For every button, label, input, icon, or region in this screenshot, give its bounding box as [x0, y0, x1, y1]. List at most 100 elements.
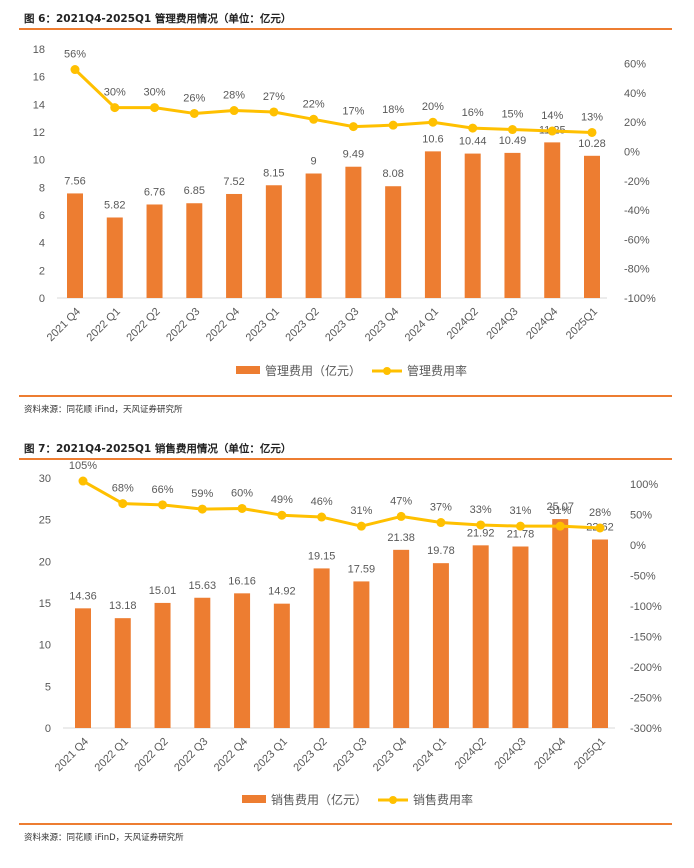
- y2-axis-tick-label: 40%: [624, 88, 646, 100]
- bar: [146, 204, 163, 298]
- y-axis-tick-label: 6: [39, 210, 45, 222]
- legend-bar-swatch: [242, 795, 266, 803]
- rate-data-label: 31%: [549, 505, 571, 517]
- bar: [424, 151, 441, 298]
- y2-axis-tick-label: -80%: [624, 264, 650, 276]
- figure-7-source: 资料来源：同花顺 iFinD，天风证券研究所: [24, 833, 184, 843]
- bar: [186, 203, 203, 298]
- rate-data-label: 20%: [422, 101, 444, 113]
- rate-data-label: 31%: [509, 505, 531, 517]
- y2-axis-tick-label: -60%: [624, 234, 650, 246]
- rate-data-label: 66%: [152, 484, 174, 496]
- rate-point: [229, 106, 239, 116]
- rate-data-label: 13%: [581, 111, 603, 123]
- bar: [226, 193, 243, 298]
- rate-point: [595, 523, 605, 533]
- bar: [512, 546, 529, 728]
- bar-data-label: 10.28: [578, 138, 606, 150]
- y2-axis-tick-label: 20%: [624, 117, 646, 129]
- y-axis-tick-label: 18: [33, 44, 45, 56]
- bar-data-label: 21.78: [507, 529, 535, 541]
- rate-point: [309, 114, 319, 124]
- rate-data-label: 46%: [311, 496, 333, 508]
- x-axis-tick-label: 2023 Q2: [291, 736, 329, 774]
- bar: [273, 603, 290, 728]
- rate-point: [507, 125, 517, 135]
- legend-bar-label: 销售费用（亿元）: [271, 792, 367, 807]
- rate-line: [82, 479, 601, 530]
- y-axis-tick-label: 4: [39, 238, 45, 250]
- rate-data-label: 28%: [223, 90, 245, 102]
- bar: [114, 618, 131, 728]
- bar: [353, 581, 370, 728]
- y2-axis-tick-label: 0%: [624, 147, 640, 159]
- bar-data-label: 14.92: [268, 586, 296, 598]
- rate-point: [197, 504, 207, 514]
- x-axis-tick-label: 2022 Q1: [93, 736, 131, 774]
- bar: [464, 153, 481, 298]
- x-axis-tick-label: 2022 Q3: [172, 736, 210, 774]
- legend-bar-label: 管理费用（亿元）: [265, 363, 361, 378]
- rate-data-label: 68%: [112, 483, 134, 495]
- y-axis-tick-label: 14: [33, 99, 45, 111]
- rate-point: [269, 107, 279, 117]
- bar: [552, 519, 569, 728]
- rate-point: [158, 500, 168, 510]
- y2-axis-tick-label: -150%: [630, 632, 662, 644]
- bar: [305, 173, 322, 298]
- rate-point: [317, 512, 327, 522]
- bar-data-label: 10.49: [499, 135, 527, 147]
- y-axis-tick-label: 12: [33, 127, 45, 139]
- rate-data-label: 56%: [64, 49, 86, 61]
- rate-data-label: 33%: [470, 504, 492, 516]
- rate-data-label: 31%: [350, 505, 372, 517]
- bar-data-label: 10.6: [422, 133, 443, 145]
- y-axis-tick-label: 15: [39, 598, 51, 610]
- bar-data-label: 10.44: [459, 136, 487, 148]
- rate-point: [237, 503, 247, 513]
- rate-data-label: 27%: [263, 91, 285, 103]
- x-axis-tick-label: 2025Q1: [572, 736, 608, 772]
- y-axis-tick-label: 5: [45, 681, 51, 693]
- y-axis-tick-label: 8: [39, 182, 45, 194]
- x-axis-tick-label: 2023 Q1: [252, 736, 290, 774]
- y-axis-tick-label: 30: [39, 473, 51, 485]
- x-axis-tick-label: 2024Q2: [453, 736, 489, 772]
- x-axis-tick-label: 2022 Q2: [132, 736, 170, 774]
- rate-data-label: 14%: [541, 110, 563, 122]
- y2-axis-tick-label: 60%: [624, 59, 646, 71]
- y-axis-tick-label: 20: [39, 556, 51, 568]
- y-axis-tick-label: 25: [39, 515, 51, 527]
- bar: [472, 545, 489, 728]
- rate-line: [73, 68, 593, 134]
- bar-data-label: 21.92: [467, 527, 495, 539]
- rate-data-label: 30%: [144, 87, 166, 99]
- y2-axis-tick-label: 50%: [630, 510, 652, 522]
- y-axis-tick-label: 10: [39, 640, 51, 652]
- rate-data-label: 59%: [191, 488, 213, 500]
- bar: [504, 152, 521, 298]
- rate-point: [587, 127, 597, 137]
- bar: [67, 193, 83, 298]
- bar-data-label: 14.36: [69, 590, 97, 602]
- y-axis-tick-label: 0: [45, 723, 51, 735]
- x-axis-tick-label: 2022 Q4: [212, 736, 250, 774]
- rate-point: [428, 117, 438, 127]
- rate-point: [189, 108, 199, 118]
- bar: [385, 186, 402, 298]
- y2-axis-tick-label: -100%: [624, 293, 656, 305]
- bar: [584, 155, 600, 298]
- bar-data-label: 5.82: [104, 199, 125, 211]
- rate-point: [396, 511, 406, 521]
- rate-data-label: 49%: [271, 494, 293, 506]
- y-axis-tick-label: 0: [39, 293, 45, 305]
- figure-7-chart: 0 5 10 15 20 25 30 -300% -250% -200% -150% -100% -50…: [39, 460, 662, 807]
- bar: [265, 185, 282, 298]
- bar: [345, 166, 362, 298]
- bar: [194, 597, 211, 728]
- y2-axis-tick-label: -40%: [624, 205, 650, 217]
- figure-6-title: 图 6：2021Q4-2025Q1 管理费用情况（单位：亿元）: [24, 13, 292, 25]
- bar-data-label: 9: [311, 156, 317, 168]
- x-axis-tick-label: 2021 Q4: [53, 736, 91, 774]
- rate-point: [110, 103, 120, 113]
